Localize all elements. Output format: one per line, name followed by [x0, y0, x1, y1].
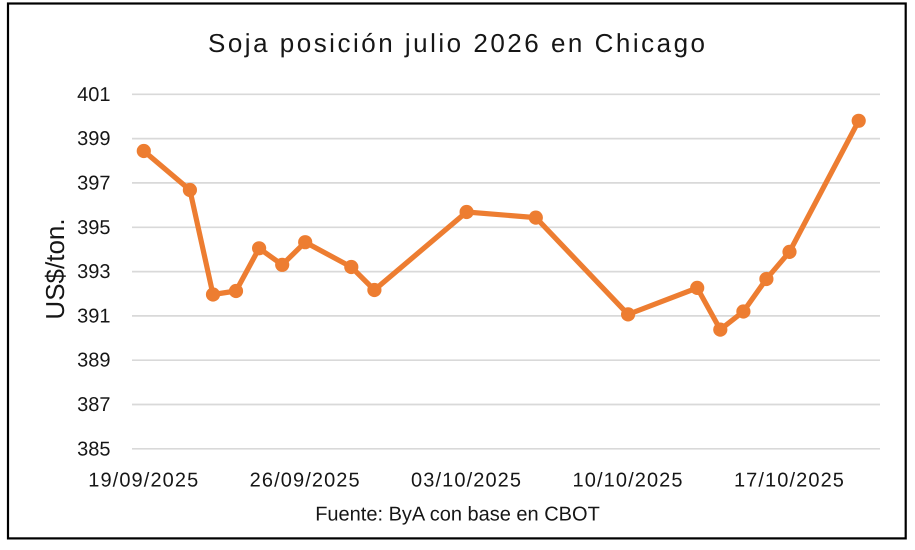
- svg-text:10/10/2025: 10/10/2025: [573, 469, 684, 491]
- svg-text:395: 395: [77, 217, 110, 239]
- svg-text:385: 385: [77, 438, 110, 460]
- svg-text:Soja posición julio 2026 en Ch: Soja posición julio 2026 en Chicago: [208, 28, 705, 58]
- svg-text:Fuente: ByA con base en CBOT: Fuente: ByA con base en CBOT: [315, 503, 600, 525]
- svg-text:17/10/2025: 17/10/2025: [734, 469, 845, 491]
- svg-text:US$/ton.: US$/ton.: [40, 218, 70, 319]
- svg-text:387: 387: [77, 394, 110, 416]
- svg-text:399: 399: [77, 128, 110, 150]
- svg-text:393: 393: [77, 261, 110, 283]
- svg-text:397: 397: [77, 172, 110, 194]
- svg-text:391: 391: [77, 305, 110, 327]
- svg-text:19/09/2025: 19/09/2025: [88, 469, 199, 491]
- svg-text:401: 401: [77, 84, 110, 106]
- svg-text:389: 389: [77, 350, 110, 372]
- svg-text:26/09/2025: 26/09/2025: [250, 469, 361, 491]
- svg-text:03/10/2025: 03/10/2025: [411, 469, 522, 491]
